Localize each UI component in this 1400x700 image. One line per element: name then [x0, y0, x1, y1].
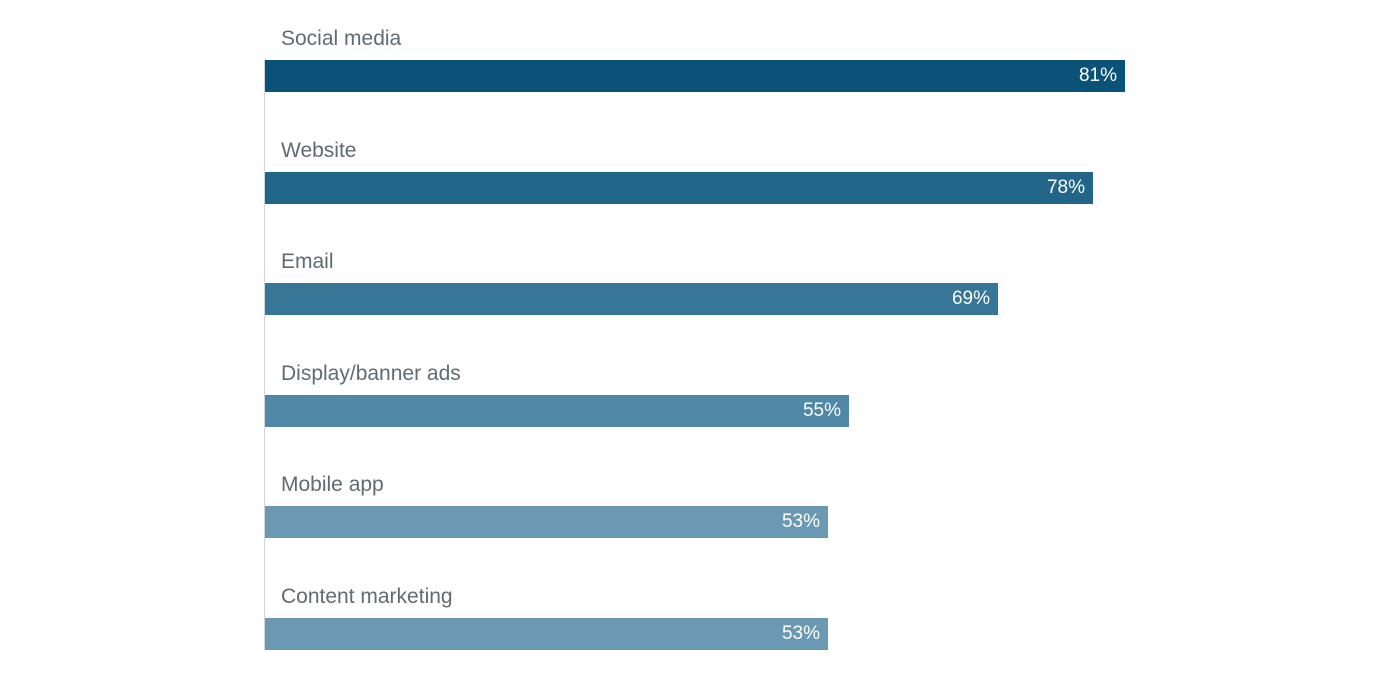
bar-value-label: 81% — [1078, 65, 1117, 86]
bar-value-label: 53% — [781, 511, 820, 532]
bar: 53% — [265, 506, 828, 538]
category-label: Email — [281, 250, 334, 273]
category-label: Social media — [281, 27, 402, 50]
bar-value-label: 55% — [802, 400, 841, 421]
category-label: Website — [281, 139, 357, 162]
bar: 81% — [265, 60, 1125, 92]
category-label: Content marketing — [281, 585, 453, 608]
bar: 53% — [265, 618, 828, 650]
category-label: Display/banner ads — [281, 362, 461, 385]
bar-value-label: 69% — [951, 288, 990, 309]
bar-value-label: 78% — [1046, 177, 1085, 198]
bar: 78% — [265, 172, 1093, 204]
category-label: Mobile app — [281, 473, 384, 496]
bar: 55% — [265, 395, 849, 427]
bar-value-label: 53% — [781, 623, 820, 644]
bar: 69% — [265, 283, 998, 315]
category-axis-line — [264, 60, 265, 650]
